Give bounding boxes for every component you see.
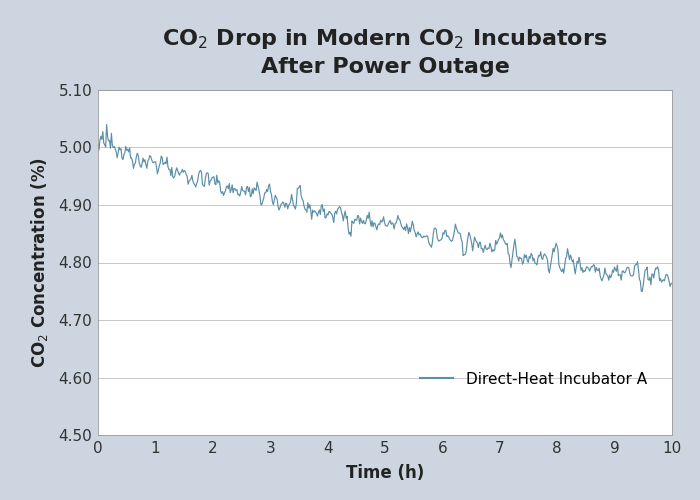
Legend: Direct-Heat Incubator A: Direct-Heat Incubator A xyxy=(414,366,653,393)
X-axis label: Time (h): Time (h) xyxy=(346,464,424,482)
Y-axis label: CO$_2$ Concentration (%): CO$_2$ Concentration (%) xyxy=(29,157,50,368)
Title: CO$_2$ Drop in Modern CO$_2$ Incubators
After Power Outage: CO$_2$ Drop in Modern CO$_2$ Incubators … xyxy=(162,27,608,78)
